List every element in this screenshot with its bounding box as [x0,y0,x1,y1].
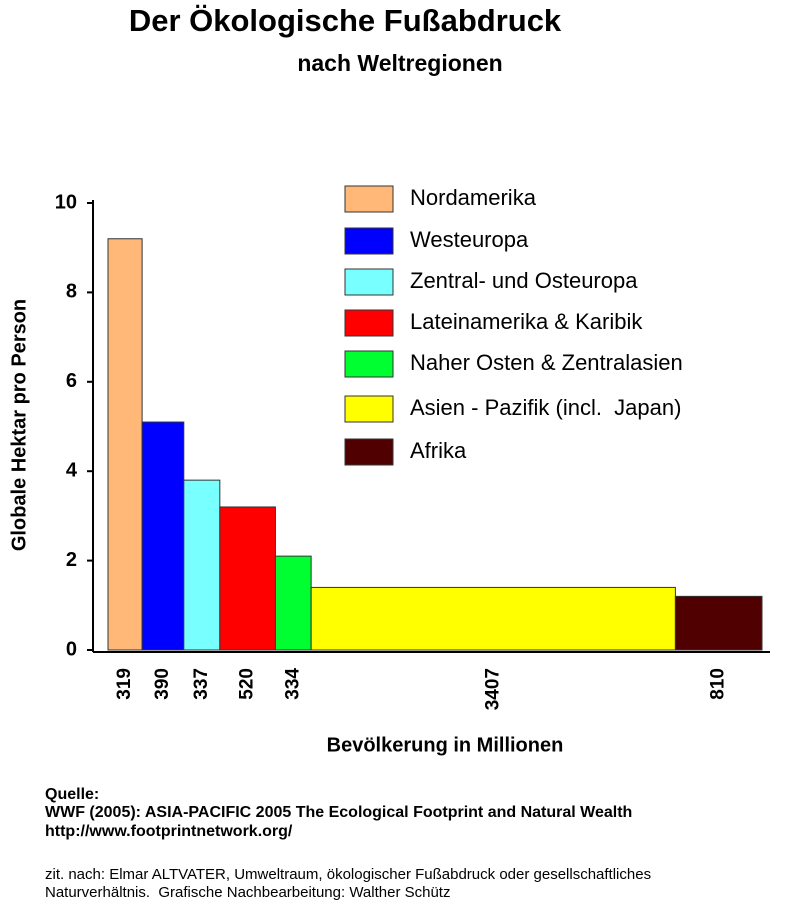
population-label: 520 [237,668,258,700]
population-label: 334 [282,668,303,700]
population-label: 810 [708,668,729,700]
population-label: 390 [152,668,173,700]
chart-title: Der Ökologische Fußabdruck [129,3,562,38]
chart-subtitle: nach Weltregionen [297,50,502,76]
source-url: http://www.footprintnetwork.org/ [45,823,293,840]
y-tick-label: 6 [66,370,77,392]
bar [141,421,185,651]
bar [219,506,276,651]
legend-swatch [344,309,394,337]
y-tick-label: 10 [55,191,77,213]
source-heading: Quelle: [45,786,99,803]
legend-label: Naher Osten & Zentralasien [410,350,683,375]
source: WWF (2005): ASIA-PACIFIC 2005 The Ecolog… [45,804,632,821]
note: Naturverhältnis. Grafische Nachbearbeitu… [45,884,450,901]
legend-swatch [344,350,394,378]
legend-swatch [344,185,394,213]
note: zit. nach: Elmar ALTVATER, Umweltraum, ö… [45,866,651,883]
legend-swatch [344,438,394,466]
y-tick-label: 4 [66,459,78,481]
x-axis-label: Bevölkerung in Millionen [327,734,564,756]
population-label: 337 [191,668,212,700]
bar [310,586,676,651]
legend-swatch [344,268,394,296]
bar [107,238,143,651]
population-label: 319 [114,668,135,700]
legend-swatch [344,227,394,255]
legend-swatch [344,395,394,423]
y-tick-label: 0 [66,638,77,660]
bar [274,555,312,651]
y-tick-label: 2 [66,549,77,571]
bar [183,479,221,651]
legend-label: Afrika [410,438,467,463]
legend-label: Zentral- und Osteuropa [410,268,638,293]
legend-label: Asien - Pazifik (incl. Japan) [410,395,681,420]
legend-label: Nordamerika [410,185,537,210]
bar [674,595,763,651]
y-axis-label: Globale Hektar pro Person [8,299,30,551]
legend-label: Lateinamerika & Karibik [410,309,643,334]
y-tick-label: 8 [66,281,77,303]
legend-label: Westeuropa [410,227,529,252]
population-label: 3407 [482,668,503,710]
